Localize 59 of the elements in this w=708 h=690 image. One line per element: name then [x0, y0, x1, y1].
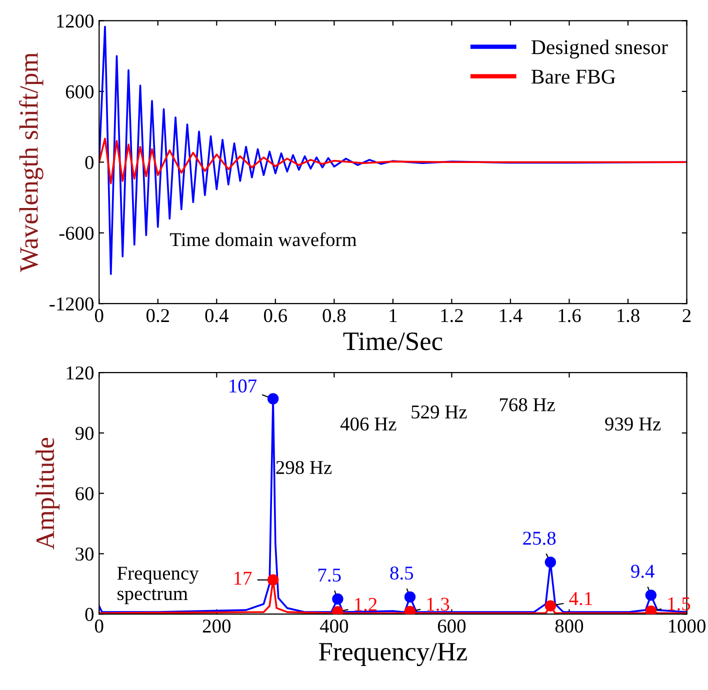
y-tick-label: 90 — [75, 426, 94, 440]
x-tick-label: 1 — [390, 309, 397, 322]
line-series — [99, 138, 687, 184]
x-tick-label: 1.2 — [441, 309, 463, 322]
legend-label: Designed snesor — [531, 40, 668, 59]
x-tick-label: 1000 — [669, 620, 706, 633]
y-axis-title: Amplitude — [36, 438, 60, 550]
point — [645, 605, 657, 614]
x-tick-label: 200 — [202, 620, 230, 633]
annotation: 768 Hz — [500, 398, 555, 412]
y-tick-label: 0 — [85, 608, 94, 622]
point — [645, 590, 657, 601]
x-tick-label: 0.6 — [264, 309, 287, 322]
y-tick-label: 60 — [76, 487, 94, 500]
x-axis-title: Frequency/Hz — [318, 642, 467, 666]
data-label: 9.4 — [631, 564, 654, 578]
y-tick-label: -1200 — [50, 297, 94, 311]
y-tick-label: 120 — [66, 366, 94, 380]
x-tick-label: 0 — [95, 309, 104, 322]
annotation: Time domain waveform — [170, 232, 357, 246]
x-tick-label: 0.4 — [205, 309, 228, 322]
annotation: 298 Hz — [276, 460, 332, 474]
x-tick-label: 0 — [95, 620, 104, 633]
annotation: Frequency spectrum — [117, 566, 199, 604]
point — [404, 606, 416, 614]
x-tick-label: 800 — [555, 620, 584, 633]
x-tick-label: 1.6 — [558, 309, 581, 322]
x-axis-title: Time/Sec — [343, 332, 442, 350]
x-tick-label: 0.8 — [322, 309, 346, 322]
point — [267, 393, 279, 404]
x-tick-label: 0.2 — [146, 309, 169, 322]
data-label: 25.8 — [523, 532, 556, 545]
annotation: 406 Hz — [340, 417, 396, 431]
x-tick-label: 400 — [320, 620, 348, 633]
y-tick-label: 600 — [66, 85, 94, 98]
point — [267, 574, 279, 586]
data-label: 8.5 — [390, 566, 414, 580]
data-label: 4.1 — [569, 592, 592, 606]
x-tick-label: 2 — [682, 309, 691, 322]
x-tick-label: 1.8 — [618, 309, 640, 322]
data-label: 1.3 — [427, 598, 450, 611]
y-axis-title: Wavelength shift/pm — [19, 52, 44, 272]
y-tick-label: 0 — [85, 156, 94, 170]
point — [544, 556, 556, 568]
data-label: 7.5 — [318, 568, 341, 582]
y-tick-label: 30 — [76, 548, 94, 561]
x-tick-label: 600 — [438, 620, 466, 633]
annotation: 529 Hz — [412, 405, 467, 419]
x-tick-label: 1.4 — [500, 309, 522, 322]
data-label: 17 — [234, 572, 252, 585]
data-label: 107 — [230, 379, 257, 393]
data-label: 1.2 — [355, 598, 377, 612]
y-tick-label: 1200 — [57, 14, 94, 28]
y-tick-label: -600 — [59, 226, 94, 240]
point — [404, 591, 416, 603]
annotation: 939 Hz — [605, 418, 661, 431]
point — [332, 593, 344, 605]
point — [544, 600, 556, 612]
legend-label: Bare FBG — [531, 70, 616, 84]
